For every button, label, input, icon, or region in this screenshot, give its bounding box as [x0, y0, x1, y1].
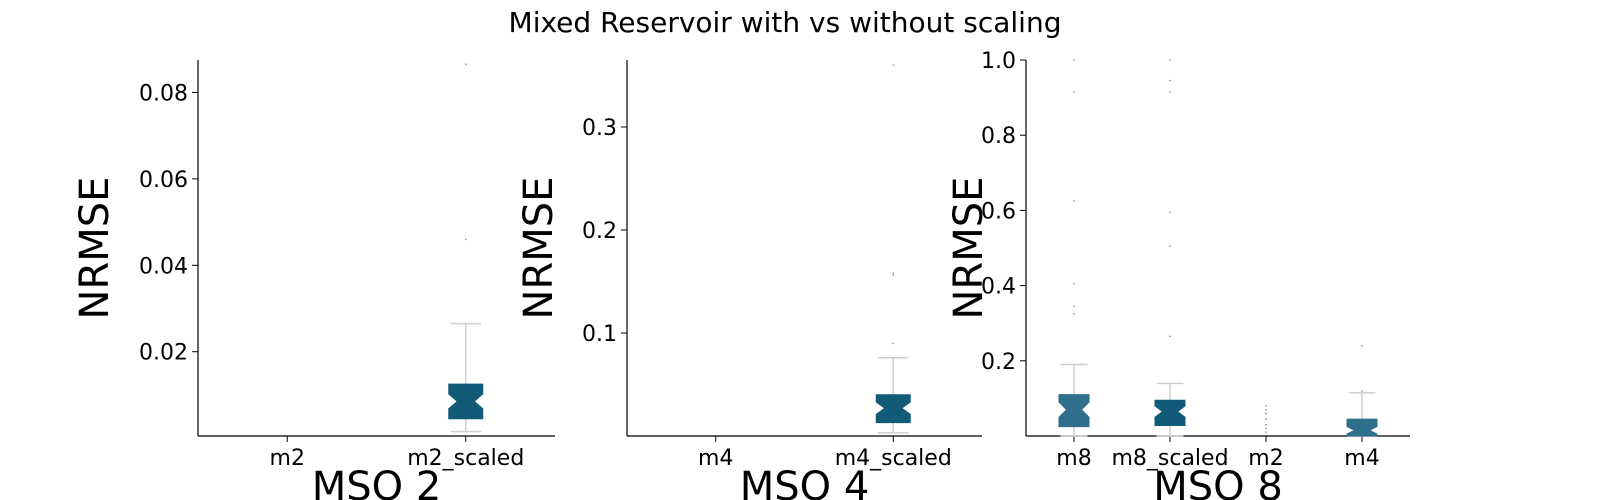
y-tick-label: 0.02 [139, 341, 188, 366]
flier-point [1361, 389, 1363, 392]
y-tick-label: 0.04 [139, 254, 188, 279]
flier-point [1265, 423, 1267, 426]
flier-point [1361, 344, 1363, 347]
x-tick-label: m4 [698, 446, 733, 471]
flier-point [464, 238, 467, 241]
x-axis-label: MSO 8 [1153, 464, 1283, 500]
x-tick-label: m2 [1248, 446, 1283, 471]
x-axis-label: MSO 2 [312, 464, 442, 500]
flier-point [892, 272, 895, 275]
figure-title: Mixed Reservoir with vs without scaling [509, 6, 1062, 39]
x-tick-label: m2 [270, 446, 305, 471]
y-tick-label: 1.0 [981, 49, 1016, 74]
y-tick-label: 0.4 [981, 275, 1016, 300]
y-tick-label: 0.8 [981, 124, 1016, 149]
flier-point [1073, 59, 1075, 61]
y-axis-label: NRMSE [946, 177, 992, 320]
box-m8 [1058, 394, 1090, 428]
panel-2: 0.1 0.2 0.3 m4 m4_scaled NRMSE MSO 4 [516, 60, 982, 500]
flier-point [1265, 418, 1267, 420]
x-tick-label: m8_scaled [1111, 446, 1228, 471]
flier-point [1073, 282, 1075, 285]
flier-point [1073, 312, 1075, 315]
flier-point [1169, 79, 1171, 82]
flier-point [464, 63, 467, 66]
panel-3: 0.2 0.4 0.6 0.8 1.0 m8 m8_scaled m2 m4 NRMSE MSO 8 [946, 49, 1410, 500]
y-tick-label: 0.1 [582, 322, 617, 347]
y-axis-label: NRMSE [72, 177, 118, 320]
flier-point [1265, 427, 1267, 430]
box-m8_scaled [1154, 399, 1186, 426]
flier-point [1265, 431, 1267, 434]
flier-point [1265, 412, 1267, 415]
flier-point [1265, 408, 1267, 411]
flier-point [1073, 91, 1075, 93]
x-tick-label: m4_scaled [835, 446, 952, 471]
panel-1: 0.02 0.04 0.06 0.08 m2 m2_scaled NRMSE MSO 2 [72, 60, 555, 500]
x-tick-label: m4 [1344, 446, 1379, 471]
y-tick-label: 0.2 [582, 219, 617, 244]
y-tick-label: 0.2 [981, 350, 1016, 375]
y-axis-label: NRMSE [516, 177, 562, 320]
flier-point [1169, 245, 1171, 248]
flier-point [1169, 335, 1171, 338]
flier-point [892, 64, 895, 67]
y-tick-label: 0.3 [582, 116, 617, 141]
flier-point [1169, 211, 1171, 214]
x-tick-label: m2_scaled [407, 446, 524, 471]
flier-point [1169, 59, 1171, 61]
flier-point [892, 342, 895, 345]
y-tick-label: 0.6 [981, 199, 1016, 224]
box-m4_scaled [875, 394, 911, 424]
y-tick-label: 0.06 [139, 168, 188, 193]
x-axis-label: MSO 4 [740, 464, 870, 500]
box-m4 [1346, 418, 1378, 437]
y-tick-label: 0.08 [139, 81, 188, 106]
flier-point [1169, 91, 1171, 93]
flier-point [1073, 200, 1075, 202]
flier-point [1073, 305, 1075, 308]
flier-point [1265, 405, 1267, 407]
flier-point [892, 274, 895, 277]
x-tick-label: m8 [1056, 446, 1091, 471]
